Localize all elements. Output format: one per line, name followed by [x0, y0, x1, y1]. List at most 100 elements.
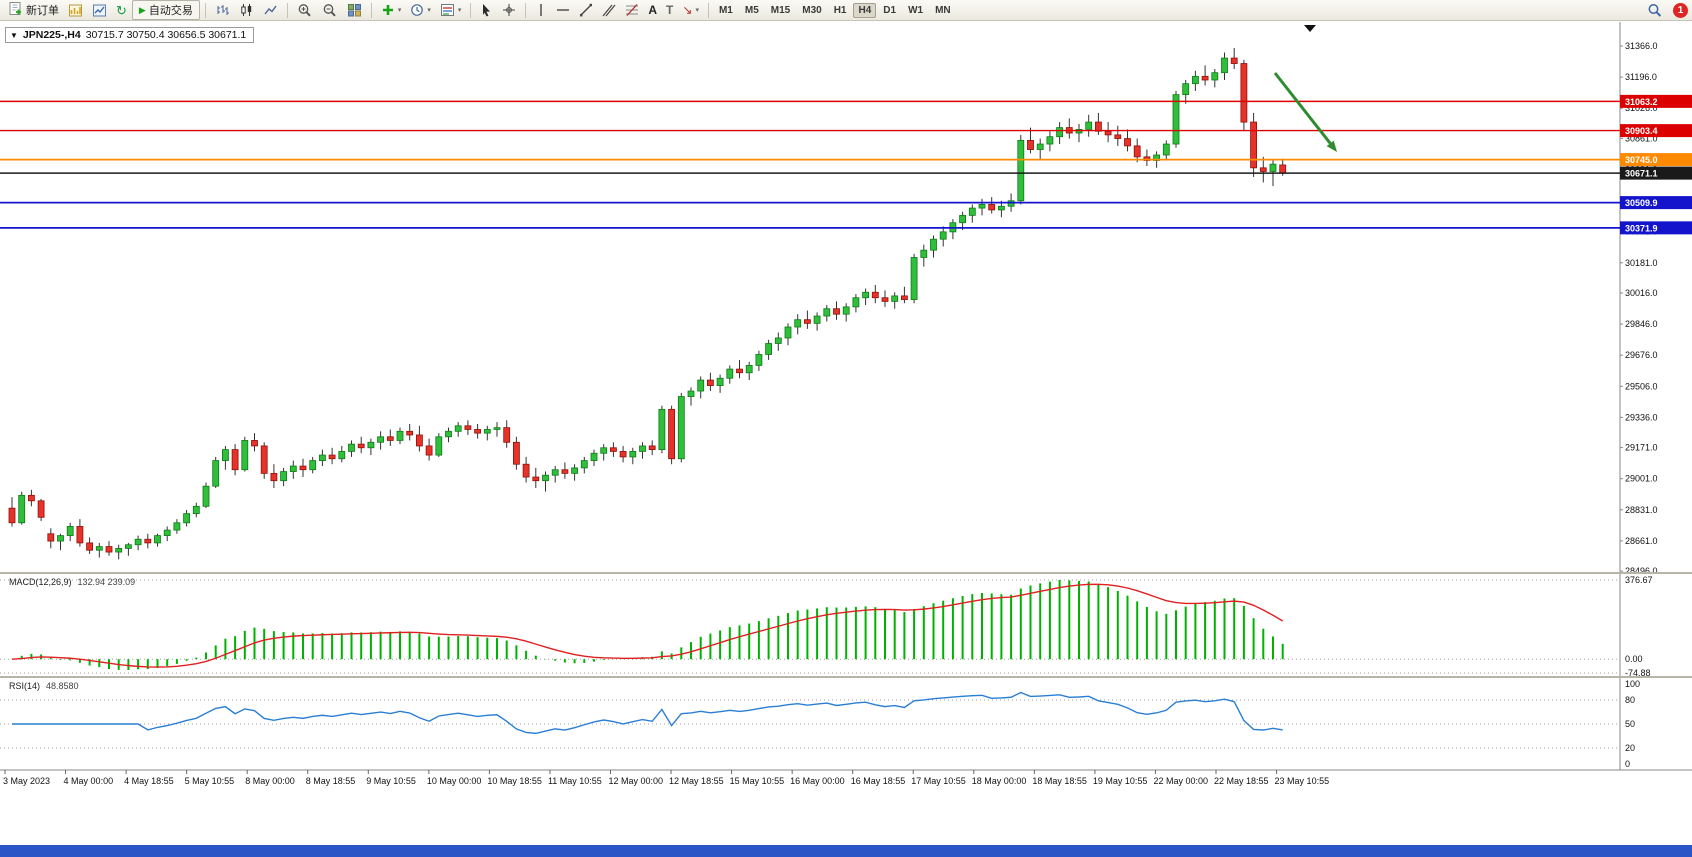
timeframe-button-w1[interactable]: W1	[908, 4, 924, 16]
auto-trading-button[interactable]: ▶ 自动交易	[131, 0, 200, 20]
candle-body	[823, 308, 831, 317]
candle-body	[37, 500, 45, 518]
candle-body	[1240, 63, 1248, 123]
candle-body	[445, 430, 452, 438]
candle-body	[707, 379, 714, 386]
new-chart-button[interactable]	[64, 0, 87, 20]
chart-menu-icon[interactable]: ▼	[10, 30, 18, 40]
candle-body	[47, 533, 55, 542]
candle-body	[648, 445, 656, 450]
candle-body	[774, 337, 782, 344]
tile-windows-button[interactable]	[343, 0, 366, 20]
candlestick-chart-button[interactable]	[235, 0, 258, 20]
refresh-button[interactable]: ↻	[112, 0, 131, 20]
fibonacci-button[interactable]	[621, 0, 643, 20]
candle-body	[842, 306, 850, 315]
panel-separator[interactable]	[0, 676, 1692, 678]
candle-body	[998, 205, 1005, 211]
vertical-line-button[interactable]	[531, 0, 551, 20]
candle-body	[435, 436, 443, 456]
candle-body	[852, 297, 860, 308]
price-tick-label: 30861.0	[1625, 133, 1658, 143]
template-icon	[440, 4, 454, 16]
candle-body	[813, 315, 821, 324]
candle-body	[561, 469, 569, 474]
periods-button[interactable]: ▾	[406, 0, 435, 20]
horizontal-line-button[interactable]	[552, 0, 574, 20]
chart-canvas[interactable]: 31366.031196.031026.030861.030691.030521…	[0, 22, 1692, 790]
candle-body	[978, 204, 986, 209]
candle-body	[532, 476, 540, 482]
candle-body	[677, 396, 685, 460]
candle-body	[27, 494, 35, 502]
timeframe-button-m5[interactable]: M5	[744, 4, 759, 16]
timeframe-button-m1[interactable]: M1	[718, 4, 733, 16]
arrows-button[interactable]: ↘ ▾	[678, 0, 703, 20]
cursor-button[interactable]	[476, 0, 497, 20]
chart-shift-marker[interactable]	[1304, 25, 1316, 32]
label-button[interactable]: T	[666, 3, 674, 17]
panel-separator[interactable]	[0, 572, 1692, 574]
templates-button[interactable]: ▾	[436, 0, 466, 20]
bar-chart-button[interactable]	[211, 0, 234, 20]
time-axis-label: 4 May 18:55	[124, 776, 174, 786]
candle-body	[619, 451, 627, 458]
toolbar-separator	[286, 2, 288, 18]
zoom-out-button[interactable]	[318, 0, 342, 20]
candle-body	[396, 430, 404, 441]
candle-body	[1182, 83, 1190, 96]
candle-body	[745, 365, 753, 374]
text-button[interactable]: A	[648, 3, 658, 17]
candle-body	[726, 368, 734, 379]
candle-body	[221, 449, 229, 461]
notification-badge[interactable]: 1	[1673, 2, 1688, 18]
timeframe-button-mn[interactable]: MN	[935, 4, 951, 16]
time-axis-label: 4 May 00:00	[64, 776, 114, 786]
new-chart-icon	[69, 4, 82, 16]
candle-body	[610, 447, 617, 452]
candle-body	[891, 295, 899, 302]
time-axis-label: 9 May 10:55	[366, 776, 416, 786]
candle-body	[76, 526, 84, 544]
line-chart-button[interactable]	[259, 0, 282, 20]
candle-body	[765, 343, 772, 355]
time-axis-label: 8 May 00:00	[245, 776, 295, 786]
candle-body	[920, 249, 928, 258]
chart-symbol-title: JPN225-,H4	[22, 29, 81, 41]
candle-body	[1269, 163, 1277, 172]
new-order-button[interactable]: 新订单	[4, 0, 63, 20]
timeframe-button-m30[interactable]: M30	[802, 4, 822, 16]
indicators-button[interactable]: ▾	[377, 0, 406, 20]
svg-text:30745.0: 30745.0	[1625, 155, 1658, 165]
candle-body	[289, 465, 297, 472]
profiles-icon	[93, 4, 106, 16]
candlestick-chart-icon	[241, 4, 252, 16]
search-button[interactable]	[1643, 0, 1667, 20]
profiles-button[interactable]	[88, 0, 111, 20]
zoom-in-button[interactable]	[293, 0, 317, 20]
candle-body	[1192, 75, 1199, 85]
candle-body	[1114, 134, 1122, 139]
candle-body	[794, 319, 802, 328]
candle-body	[551, 469, 559, 476]
timeframe-button-h1[interactable]: H1	[833, 4, 847, 16]
timeframe-button-h4[interactable]: H4	[853, 2, 877, 18]
candle-body	[716, 377, 724, 386]
trend-arrow-object[interactable]	[1273, 72, 1332, 145]
candle-body	[1259, 167, 1267, 172]
timeframe-button-d1[interactable]: D1	[883, 4, 897, 16]
candle-body	[425, 445, 433, 456]
candle-body	[503, 427, 511, 443]
channel-button[interactable]	[598, 0, 620, 20]
candle-body	[1162, 143, 1170, 156]
chevron-down-icon: ▾	[457, 7, 462, 14]
chevron-down-icon: ▾	[427, 7, 431, 14]
candle-body	[454, 425, 462, 432]
trendline-button[interactable]	[575, 0, 597, 20]
timeframe-button-m15[interactable]: M15	[770, 4, 791, 16]
crosshair-button[interactable]	[498, 0, 520, 20]
candle-body	[386, 436, 394, 441]
candle-body	[1143, 156, 1151, 161]
macd-scale-label: 0.00	[1625, 654, 1643, 664]
